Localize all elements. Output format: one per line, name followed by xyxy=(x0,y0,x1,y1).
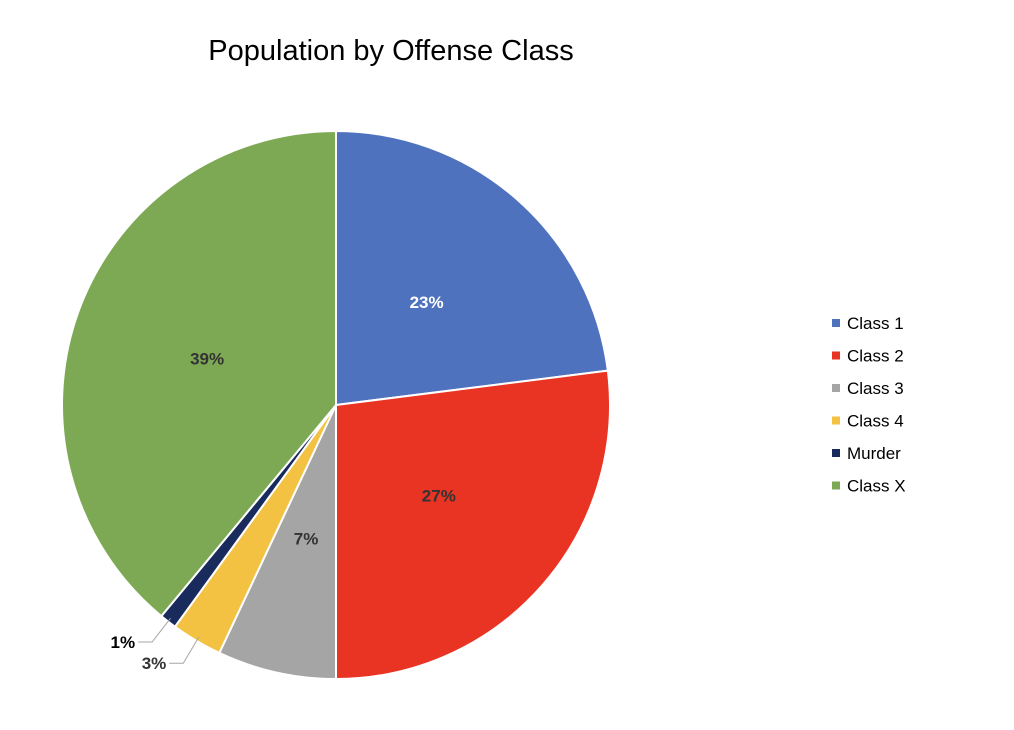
data-label-class-1: 23% xyxy=(410,293,444,312)
data-label-class-2: 27% xyxy=(422,487,456,506)
data-labels: 23% 27% 7% 3% 1% 39% xyxy=(111,293,456,673)
legend-swatch-class-3 xyxy=(832,384,840,392)
pie-slice-class-3 xyxy=(218,404,337,681)
legend-swatch-murder xyxy=(832,449,840,457)
leader-line-murder xyxy=(138,617,171,643)
data-label-class-4: 3% xyxy=(142,654,167,673)
legend-swatch-class-2 xyxy=(832,351,840,360)
legend-label-class-4: Class 4 xyxy=(847,412,904,431)
chart-title: Population by Offense Class xyxy=(208,35,573,67)
data-label-murder: 1% xyxy=(111,633,136,652)
legend-label-class-3: Class 3 xyxy=(847,379,904,398)
legend-label-class-2: Class 2 xyxy=(847,347,904,366)
legend-label-murder: Murder xyxy=(847,444,901,463)
pie-slice-class-2 xyxy=(335,369,611,681)
legend: Class 1 Class 2 Class 3 Class 4 Murder Class … xyxy=(832,314,906,496)
legend-swatch-class-x xyxy=(832,481,840,490)
legend-swatch-class-4 xyxy=(832,416,840,425)
data-label-class-x: 39% xyxy=(190,350,224,369)
pie-slices xyxy=(61,129,611,681)
pie-slice-class-1 xyxy=(335,129,609,407)
leader-line-class-4 xyxy=(169,637,200,664)
legend-label-class-1: Class 1 xyxy=(847,314,904,333)
pie-slice-class-x xyxy=(61,129,337,618)
leader-lines xyxy=(138,617,200,664)
data-label-class-3: 7% xyxy=(294,530,319,549)
legend-label-class-x: Class X xyxy=(847,477,906,496)
legend-swatch-class-1 xyxy=(832,319,840,327)
